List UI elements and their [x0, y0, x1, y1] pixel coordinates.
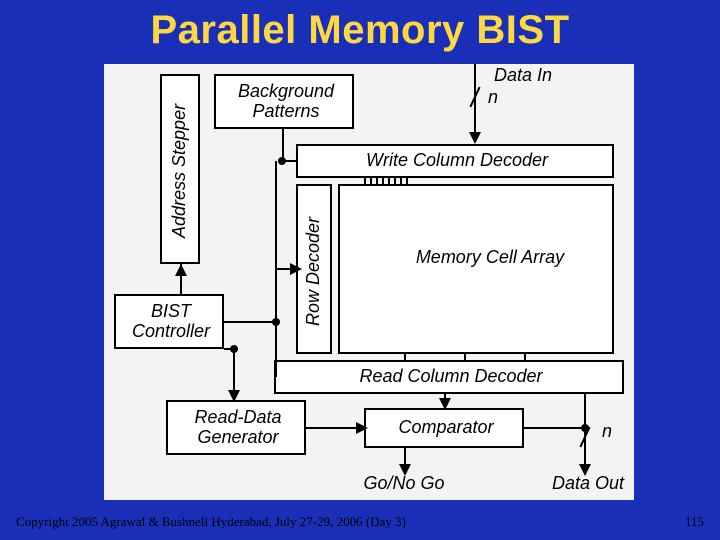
label-go-nogo: Go/No Go	[344, 474, 464, 494]
box-address-stepper: Address Stepper	[160, 74, 200, 264]
slide-footer: Copyright 2005 Agrawal & Bushnell Hydera…	[16, 514, 704, 530]
slide-title: Parallel Memory BIST	[0, 0, 720, 53]
footer-text: Copyright 2005 Agrawal & Bushnell Hydera…	[16, 514, 406, 529]
wire-data-out-tap	[524, 427, 584, 429]
box-comparator: Comparator	[364, 408, 524, 448]
label-data-in: Data In	[494, 66, 574, 86]
wire-wcd-mem-7	[400, 178, 402, 184]
wire-bgpat-h	[282, 160, 296, 162]
arrow-rcd-comp	[439, 398, 451, 410]
label-background-patterns: Background Patterns	[216, 82, 356, 122]
arrow-to-rdg	[228, 390, 240, 402]
wire-wcd-mem-5	[388, 178, 390, 184]
label-memory-cell-array: Memory Cell Array	[410, 248, 570, 268]
arrow-to-row	[290, 263, 302, 275]
wire-wcd-mem-3	[376, 178, 378, 184]
label-bist-controller: BIST Controller	[116, 302, 226, 342]
page-number: 115	[685, 514, 704, 530]
label-read-data-generator: Read-Data Generator	[168, 408, 308, 448]
wire-mem-rcd-3	[524, 354, 526, 360]
label-data-out: Data Out	[524, 474, 624, 494]
wire-wcd-mem-2	[370, 178, 372, 184]
wire-bist-h	[224, 321, 276, 323]
label-n-bottom: n	[602, 422, 622, 442]
box-bist-controller: BIST Controller	[114, 294, 224, 349]
box-background-patterns: Background Patterns	[214, 74, 354, 129]
arrow-data-out	[579, 464, 591, 476]
label-write-col-decoder: Write Column Decoder	[298, 151, 616, 171]
arrow-data-in	[469, 132, 481, 144]
label-comparator: Comparator	[366, 418, 526, 438]
label-row-decoder: Row Decoder	[304, 196, 328, 346]
box-read-col-decoder: Read Column Decoder	[274, 360, 624, 394]
wire-wcd-mem-1	[364, 178, 366, 184]
arrow-rdg-comp	[356, 422, 368, 434]
wire-mem-rcd-2	[464, 354, 466, 360]
wire-wcd-mem-8	[406, 178, 408, 184]
box-memory-cell-array: Memory Cell Array	[338, 184, 614, 354]
label-n-top: n	[488, 88, 508, 108]
wire-bist-up	[275, 161, 277, 322]
wire-mem-rcd-1	[404, 354, 406, 360]
diagram-container: Address Stepper Background Patterns Data…	[104, 64, 634, 500]
arrow-addr-up	[175, 264, 187, 276]
label-read-col-decoder: Read Column Decoder	[276, 367, 626, 387]
wire-wcd-mem-6	[394, 178, 396, 184]
wire-bist-down	[275, 322, 277, 377]
bist-diagram: Address Stepper Background Patterns Data…	[104, 64, 634, 500]
box-write-col-decoder: Write Column Decoder	[296, 144, 614, 178]
label-address-stepper: Address Stepper	[170, 84, 194, 258]
box-read-data-generator: Read-Data Generator	[166, 400, 306, 455]
arrow-comp-go	[399, 464, 411, 476]
wire-wcd-mem-4	[382, 178, 384, 184]
